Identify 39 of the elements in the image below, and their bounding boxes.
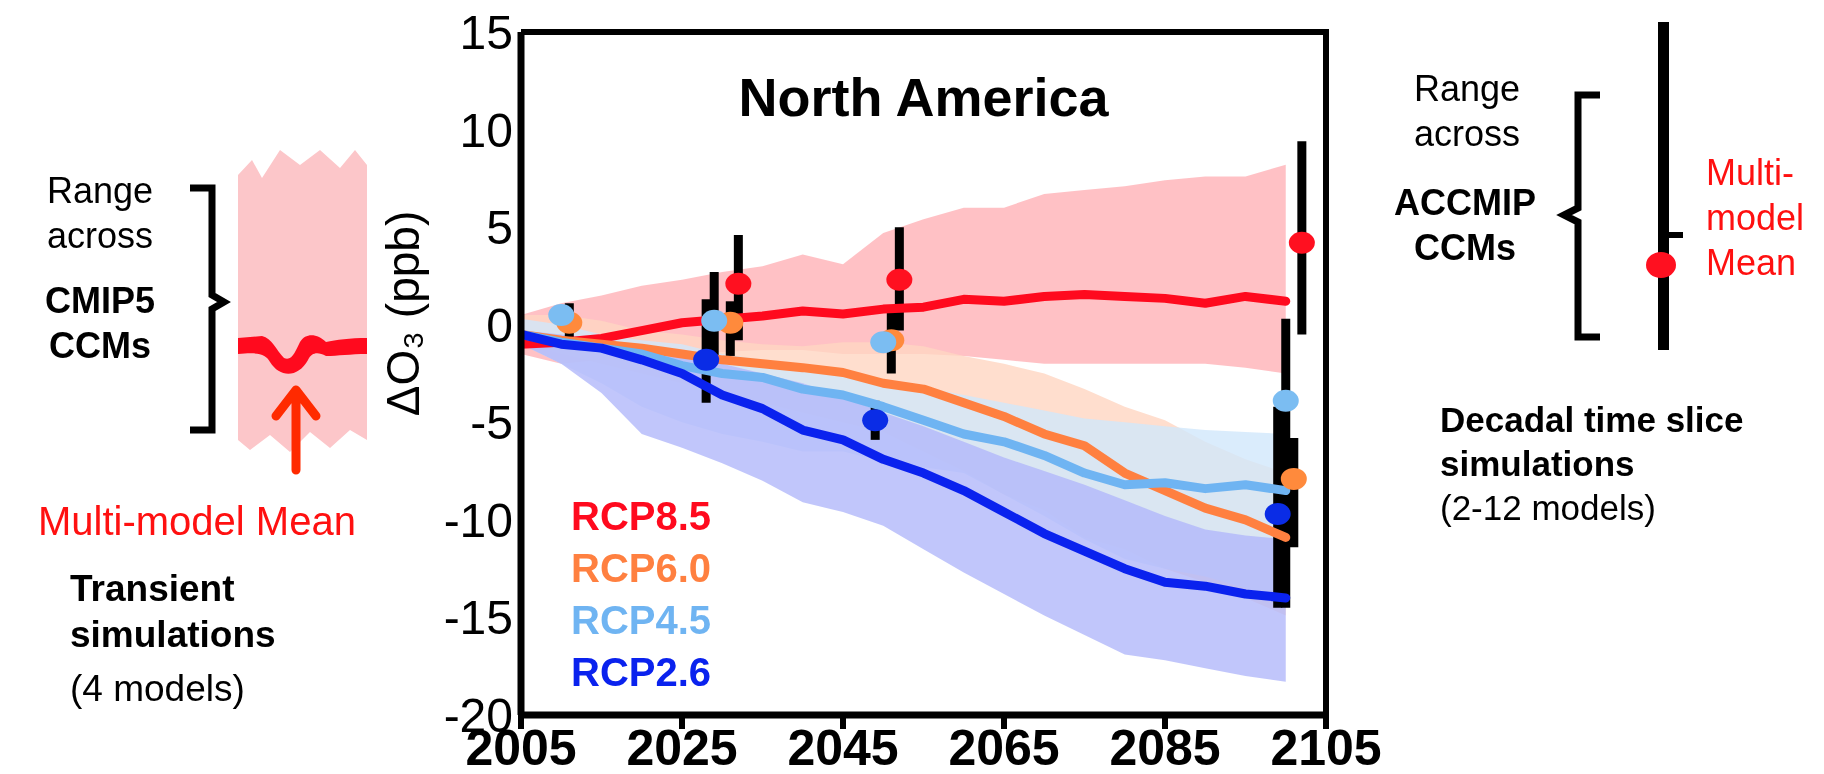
point bbox=[701, 309, 728, 332]
text: RCP6.0 bbox=[571, 545, 712, 592]
x-tick-label: 2025 bbox=[626, 719, 738, 774]
x-tick-label: 2105 bbox=[1270, 719, 1382, 774]
y-tick-label: -5 bbox=[470, 396, 513, 450]
y-tick-label: 10 bbox=[459, 103, 513, 157]
point bbox=[1272, 389, 1299, 412]
x-tick-label: 2065 bbox=[948, 719, 1060, 774]
point bbox=[548, 303, 575, 326]
text: Multi-model Mean bbox=[1706, 151, 1806, 285]
point bbox=[1288, 231, 1315, 254]
text: RCP8.5 bbox=[571, 493, 712, 540]
text: Range across bbox=[45, 169, 155, 258]
y-tick-label: 5 bbox=[486, 201, 513, 255]
point bbox=[1280, 467, 1307, 490]
point bbox=[886, 268, 913, 291]
point bbox=[693, 348, 720, 371]
text: Decadal time slice simulations bbox=[1440, 399, 1745, 485]
y-tick-label: -15 bbox=[443, 591, 513, 645]
text: CMIP5 CCMs bbox=[44, 279, 156, 368]
y-tick-label: -10 bbox=[443, 493, 513, 547]
text: Transient simulations bbox=[70, 567, 277, 658]
point bbox=[862, 409, 889, 432]
point bbox=[1264, 503, 1291, 525]
y-tick-label: 15 bbox=[459, 6, 513, 60]
y-tick-label: 0 bbox=[486, 298, 513, 352]
text: North America bbox=[737, 67, 1110, 128]
text: RCP2.6 bbox=[571, 649, 712, 696]
x-tick-label: 2085 bbox=[1109, 719, 1221, 774]
text: (2-12 models) bbox=[1440, 487, 1657, 529]
text: Range across bbox=[1412, 67, 1522, 156]
text: Multi-model Mean bbox=[38, 498, 357, 545]
text: (4 models) bbox=[70, 667, 246, 711]
point bbox=[870, 331, 897, 354]
x-tick-label: 2045 bbox=[787, 719, 899, 774]
text: ACCMIP CCMs bbox=[1393, 181, 1537, 270]
point bbox=[725, 272, 752, 295]
y-axis-title: ΔO₃ (ppb) bbox=[377, 210, 430, 417]
text: RCP4.5 bbox=[571, 597, 712, 644]
